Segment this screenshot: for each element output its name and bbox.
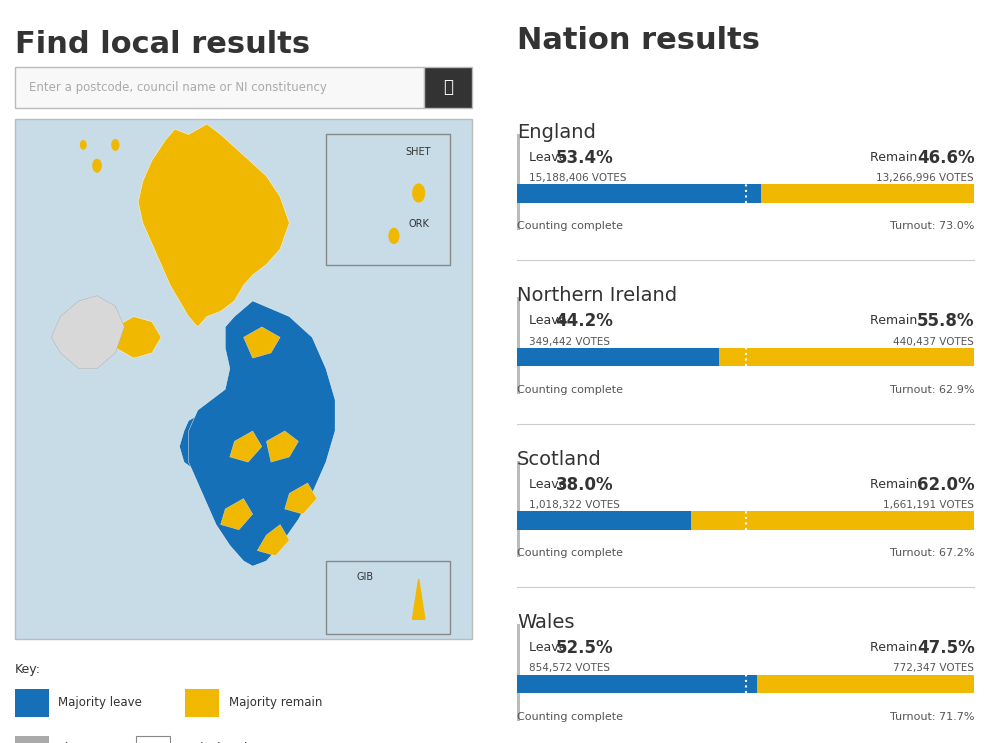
Polygon shape [180,410,230,473]
Text: Counting complete: Counting complete [517,385,623,395]
Text: Leave: Leave [529,314,571,327]
Text: Wales: Wales [517,613,575,632]
Text: 1,018,322 VOTES: 1,018,322 VOTES [529,500,620,510]
Text: Majority leave: Majority leave [59,696,142,710]
Text: England: England [517,123,595,142]
Text: Scotland: Scotland [517,450,601,469]
Text: Majority remain: Majority remain [229,696,322,710]
Bar [517,348,719,366]
Text: Remain: Remain [870,478,921,490]
Text: 772,347 VOTES: 772,347 VOTES [894,663,974,673]
Polygon shape [115,317,161,358]
Circle shape [112,140,118,150]
Text: 62.0%: 62.0% [916,476,974,493]
Bar [757,675,974,693]
Text: 52.5%: 52.5% [556,639,613,657]
Polygon shape [189,301,335,566]
Text: 1,661,191 VOTES: 1,661,191 VOTES [883,500,974,510]
Text: 55.8%: 55.8% [916,312,974,330]
Bar [423,67,472,108]
Text: 46.6%: 46.6% [916,149,974,166]
Bar [15,736,49,743]
Text: Nation results: Nation results [517,26,759,55]
Text: Counting complete: Counting complete [517,548,623,558]
Circle shape [81,140,86,149]
Bar [517,461,520,557]
Text: Turnout: 62.9%: Turnout: 62.9% [890,385,974,395]
Bar [136,736,171,743]
Text: SHET: SHET [406,147,431,158]
Text: Turnout: 67.2%: Turnout: 67.2% [890,548,974,558]
Text: Key:: Key: [15,663,41,676]
Text: Tie: Tie [59,742,76,743]
Text: 854,572 VOTES: 854,572 VOTES [529,663,610,673]
Polygon shape [266,431,298,462]
Circle shape [92,160,101,172]
Bar [15,689,49,717]
Text: 349,442 VOTES: 349,442 VOTES [529,337,610,346]
Text: Counting complete: Counting complete [517,712,623,721]
Text: Find local results: Find local results [15,30,310,59]
Circle shape [413,184,424,202]
Text: ORK: ORK [409,219,429,229]
Polygon shape [244,327,280,358]
Text: 47.5%: 47.5% [916,639,975,657]
Polygon shape [230,431,261,462]
Polygon shape [138,124,289,327]
Text: GIB: GIB [357,572,374,582]
Text: Remain: Remain [870,314,921,327]
Bar [185,689,219,717]
Text: Undeclared: Undeclared [180,742,248,743]
Polygon shape [284,483,317,514]
Text: 38.0%: 38.0% [556,476,613,493]
Bar [517,184,761,203]
Text: Turnout: 71.7%: Turnout: 71.7% [890,712,974,721]
FancyBboxPatch shape [15,67,423,108]
Text: Leave: Leave [529,478,571,490]
Polygon shape [221,499,252,530]
Bar [719,348,974,366]
Bar [517,675,757,693]
Polygon shape [52,296,124,369]
Text: Remain: Remain [870,151,921,163]
Text: 15,188,406 VOTES: 15,188,406 VOTES [529,173,627,183]
Circle shape [389,229,399,244]
Bar [517,511,691,530]
Text: Leave: Leave [529,641,571,654]
Bar [326,134,449,265]
Text: Leave: Leave [529,151,571,163]
Bar [691,511,974,530]
Text: 🔍: 🔍 [443,78,453,97]
Bar [517,624,520,721]
Text: Turnout: 73.0%: Turnout: 73.0% [890,221,974,231]
Text: 44.2%: 44.2% [556,312,613,330]
FancyBboxPatch shape [15,119,472,639]
Text: Enter a postcode, council name or NI constituency: Enter a postcode, council name or NI con… [29,81,327,94]
Text: 13,266,996 VOTES: 13,266,996 VOTES [877,173,974,183]
Bar [761,184,974,203]
Bar [517,297,520,394]
Bar [517,134,520,230]
Bar [326,561,449,634]
Text: 53.4%: 53.4% [556,149,613,166]
Polygon shape [257,525,289,556]
Text: 440,437 VOTES: 440,437 VOTES [894,337,974,346]
Text: Remain: Remain [870,641,921,654]
Polygon shape [413,580,424,619]
Text: Counting complete: Counting complete [517,221,623,231]
Text: Northern Ireland: Northern Ireland [517,286,677,305]
